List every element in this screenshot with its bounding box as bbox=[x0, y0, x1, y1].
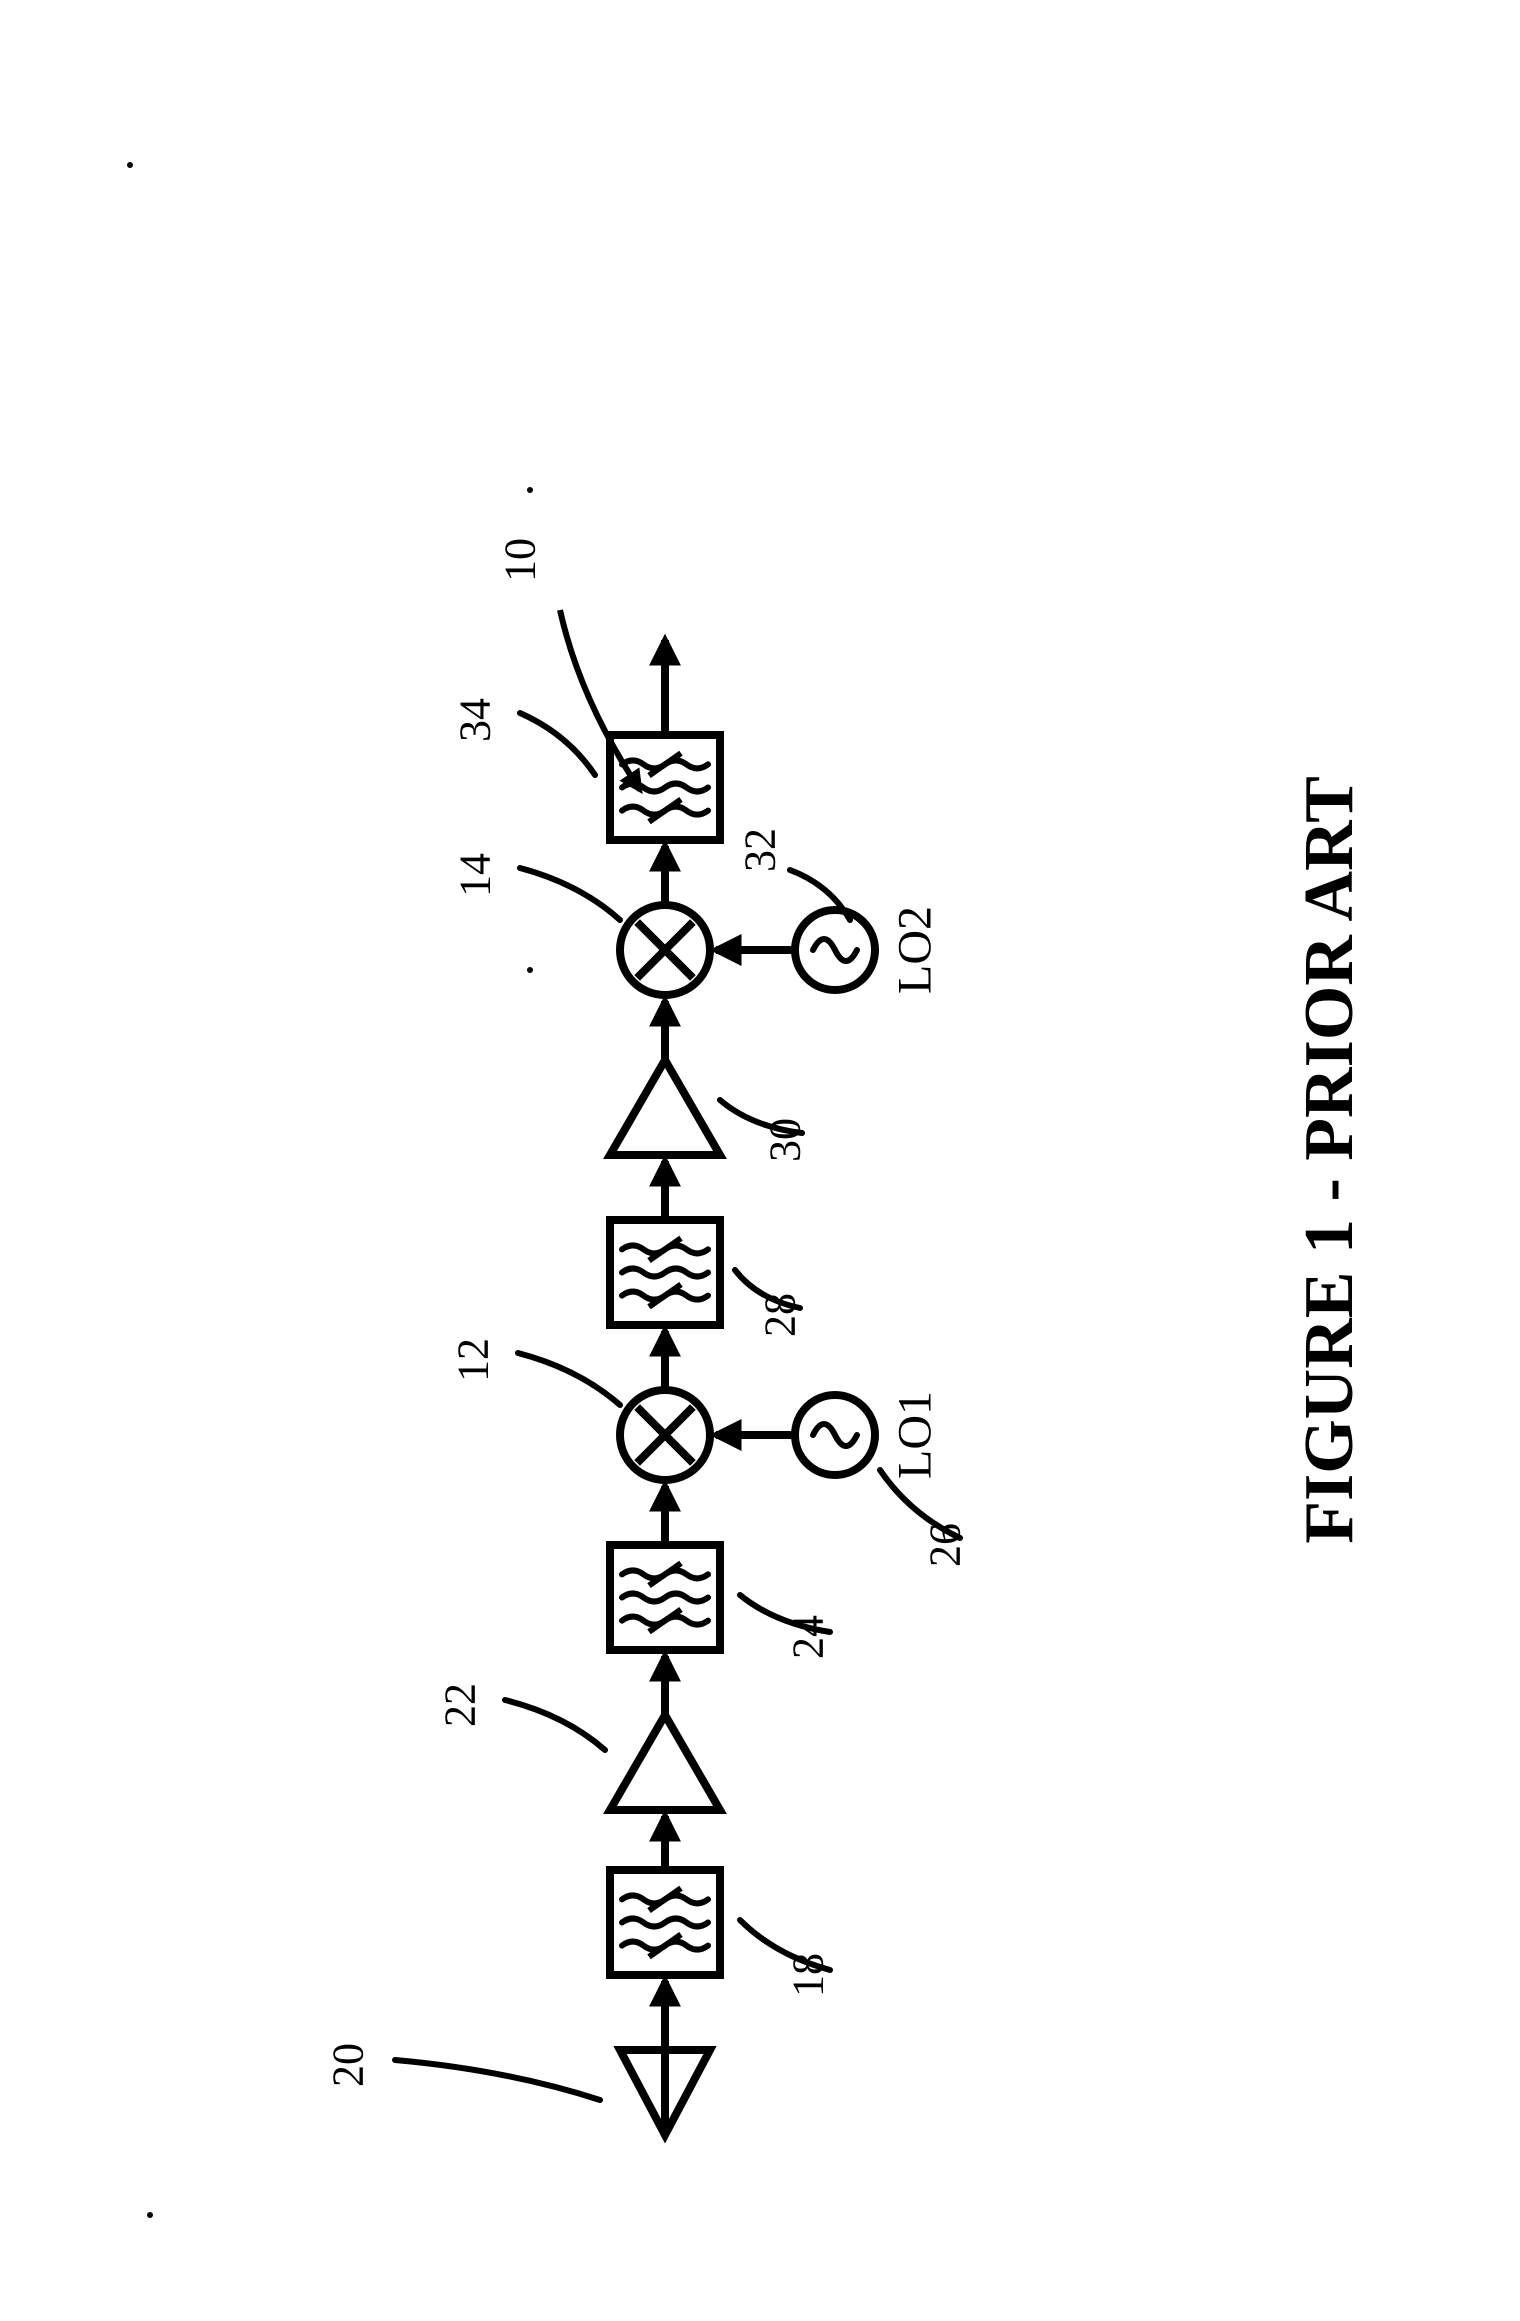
figure-title: FIGURE 1 - PRIOR ART bbox=[1290, 776, 1370, 1544]
ref-14: 14 bbox=[450, 853, 501, 897]
ref-30: 30 bbox=[760, 1118, 811, 1162]
ref-22: 22 bbox=[435, 1683, 486, 1727]
ref-18: 18 bbox=[783, 1953, 834, 1997]
ref-20: 20 bbox=[323, 2043, 374, 2087]
ref-26: 26 bbox=[920, 1523, 971, 1567]
ref-24: 24 bbox=[783, 1615, 834, 1659]
ref-10: 10 bbox=[495, 538, 546, 582]
ref-32: 32 bbox=[735, 828, 786, 872]
lo-label-LO1: LO1 bbox=[888, 1391, 943, 1479]
lo-label-LO2: LO2 bbox=[888, 906, 943, 994]
ref-12: 12 bbox=[448, 1338, 499, 1382]
ref-34: 34 bbox=[450, 698, 501, 742]
ref-28: 28 bbox=[755, 1293, 806, 1337]
